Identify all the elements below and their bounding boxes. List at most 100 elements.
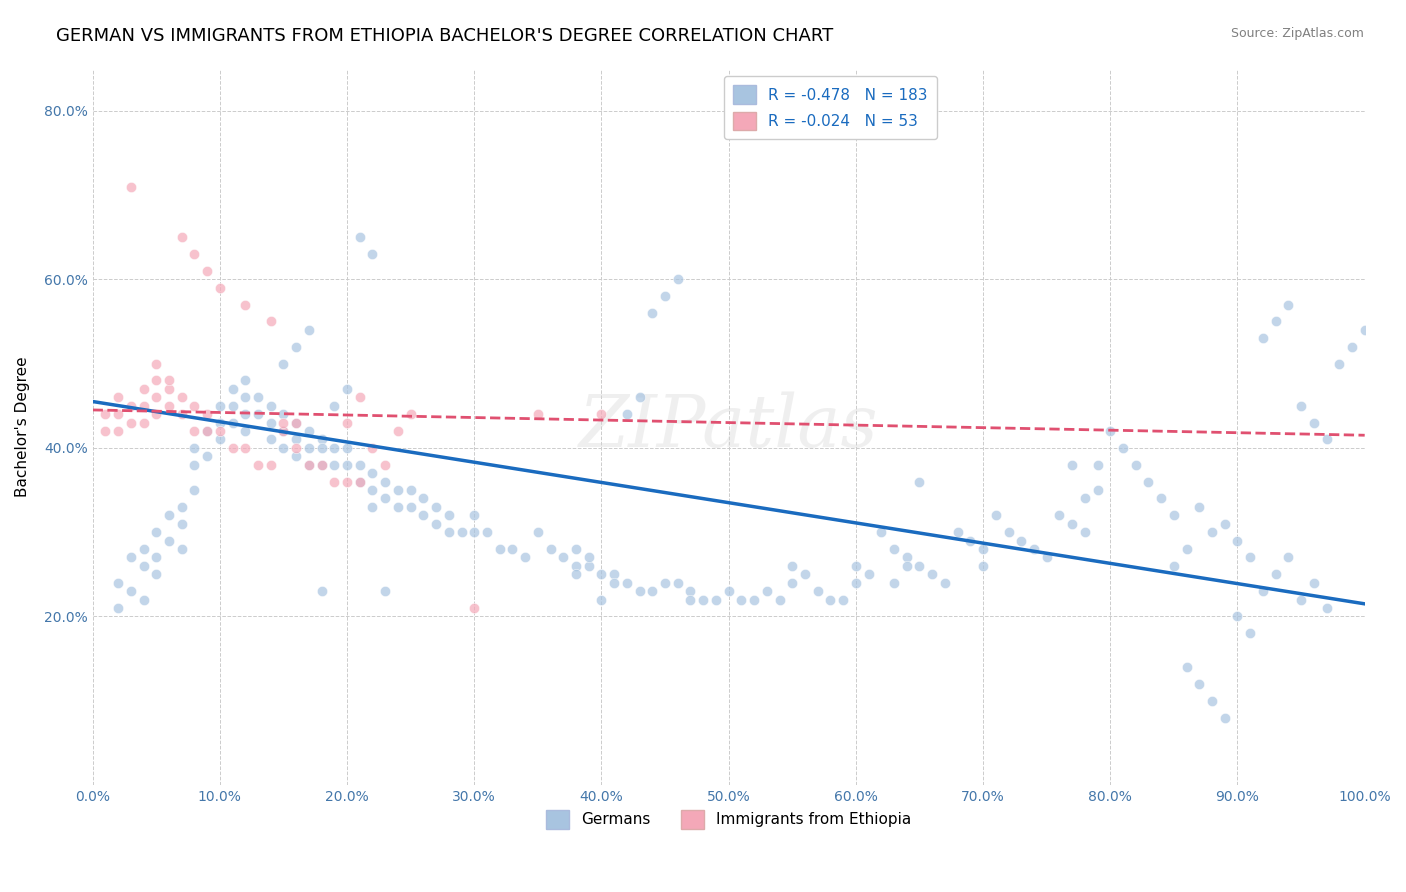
- Point: [349, 230, 371, 244]
- Point: [273, 407, 295, 421]
- Point: [183, 483, 205, 497]
- Point: [807, 584, 830, 599]
- Point: [132, 382, 155, 396]
- Point: [1213, 516, 1236, 531]
- Point: [94, 407, 117, 421]
- Point: [553, 550, 575, 565]
- Point: [323, 441, 346, 455]
- Point: [1163, 508, 1185, 523]
- Point: [1087, 458, 1109, 472]
- Point: [425, 516, 447, 531]
- Point: [298, 458, 321, 472]
- Point: [170, 390, 193, 404]
- Point: [361, 247, 384, 261]
- Point: [260, 399, 283, 413]
- Point: [820, 592, 842, 607]
- Point: [361, 441, 384, 455]
- Point: [1289, 399, 1312, 413]
- Point: [628, 584, 651, 599]
- Point: [437, 508, 460, 523]
- Point: [527, 525, 550, 540]
- Legend: Germans, Immigrants from Ethiopia: Germans, Immigrants from Ethiopia: [540, 804, 918, 835]
- Point: [183, 441, 205, 455]
- Point: [717, 584, 740, 599]
- Point: [374, 491, 396, 506]
- Point: [1239, 626, 1261, 640]
- Point: [412, 491, 434, 506]
- Point: [285, 416, 308, 430]
- Point: [565, 558, 588, 573]
- Point: [170, 542, 193, 557]
- Point: [1264, 567, 1286, 582]
- Point: [298, 458, 321, 472]
- Point: [1188, 677, 1211, 691]
- Point: [768, 592, 790, 607]
- Text: Source: ZipAtlas.com: Source: ZipAtlas.com: [1230, 27, 1364, 40]
- Y-axis label: Bachelor's Degree: Bachelor's Degree: [15, 357, 30, 497]
- Point: [233, 407, 256, 421]
- Point: [323, 475, 346, 489]
- Point: [361, 483, 384, 497]
- Point: [273, 416, 295, 430]
- Point: [183, 247, 205, 261]
- Point: [170, 230, 193, 244]
- Point: [285, 340, 308, 354]
- Point: [704, 592, 727, 607]
- Point: [475, 525, 498, 540]
- Point: [221, 382, 243, 396]
- Point: [654, 289, 676, 303]
- Point: [959, 533, 981, 548]
- Point: [679, 592, 702, 607]
- Point: [183, 424, 205, 438]
- Point: [336, 382, 359, 396]
- Point: [260, 416, 283, 430]
- Point: [1251, 331, 1274, 345]
- Point: [399, 500, 422, 514]
- Point: [336, 458, 359, 472]
- Point: [565, 542, 588, 557]
- Point: [1302, 416, 1324, 430]
- Point: [425, 500, 447, 514]
- Point: [145, 407, 167, 421]
- Point: [336, 441, 359, 455]
- Point: [616, 575, 638, 590]
- Point: [195, 407, 218, 421]
- Point: [107, 424, 129, 438]
- Point: [1150, 491, 1173, 506]
- Point: [208, 399, 231, 413]
- Point: [1125, 458, 1147, 472]
- Point: [323, 399, 346, 413]
- Point: [349, 390, 371, 404]
- Point: [311, 433, 333, 447]
- Point: [311, 441, 333, 455]
- Point: [260, 458, 283, 472]
- Point: [120, 584, 142, 599]
- Point: [94, 424, 117, 438]
- Point: [221, 416, 243, 430]
- Point: [1163, 558, 1185, 573]
- Point: [273, 424, 295, 438]
- Point: [1099, 424, 1122, 438]
- Point: [1062, 458, 1084, 472]
- Point: [120, 399, 142, 413]
- Point: [845, 558, 868, 573]
- Point: [157, 382, 180, 396]
- Point: [336, 416, 359, 430]
- Point: [132, 592, 155, 607]
- Point: [107, 601, 129, 615]
- Point: [883, 542, 905, 557]
- Point: [145, 567, 167, 582]
- Point: [311, 584, 333, 599]
- Point: [298, 441, 321, 455]
- Point: [145, 525, 167, 540]
- Point: [285, 441, 308, 455]
- Point: [233, 424, 256, 438]
- Point: [1074, 525, 1097, 540]
- Point: [540, 542, 562, 557]
- Point: [285, 450, 308, 464]
- Point: [616, 407, 638, 421]
- Point: [298, 424, 321, 438]
- Point: [845, 575, 868, 590]
- Point: [692, 592, 714, 607]
- Point: [157, 508, 180, 523]
